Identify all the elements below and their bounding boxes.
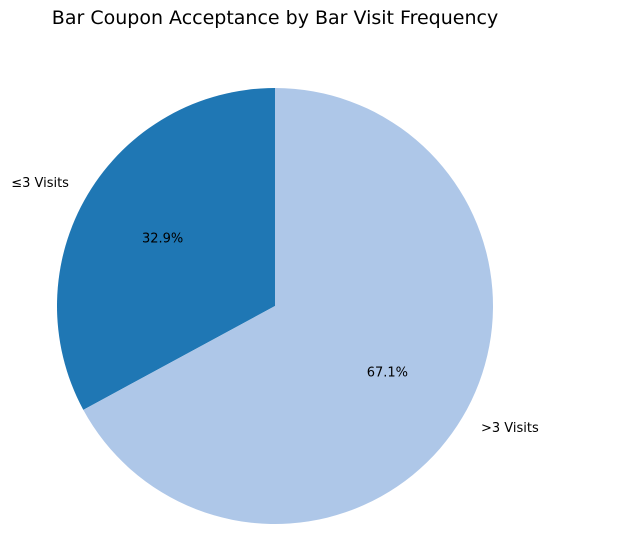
slice-label-0: ≤3 Visits: [11, 176, 69, 191]
slice-percent-0: 32.9%: [142, 232, 183, 247]
pie-slice-0: [56, 88, 276, 410]
pie-slice-1: [83, 87, 493, 524]
slice-label-1: >3 Visits: [481, 421, 539, 436]
chart-title: Bar Coupon Acceptance by Bar Visit Frequ…: [51, 7, 499, 29]
slice-percent-1: 67.1%: [367, 365, 408, 380]
